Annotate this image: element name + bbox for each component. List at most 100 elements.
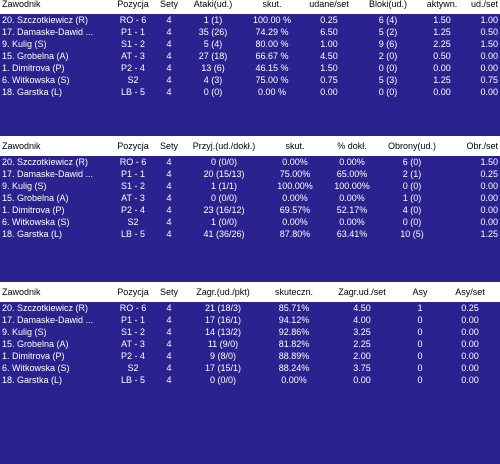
column-header[interactable]: skut. xyxy=(262,0,282,9)
stat-cell: 0.00 xyxy=(461,351,479,361)
table-row[interactable]: 6. Witkowska (S) S2 4 17 (15/1) 88.24% 3.75 0 0… xyxy=(0,362,500,374)
table-row[interactable]: 9. Kulig (S) S1 - 2 4 14 (13/2) 92.86% 3.25 0 0… xyxy=(0,326,500,338)
column-header[interactable]: % dokł. xyxy=(337,141,367,151)
column-header[interactable]: Asy/set xyxy=(455,287,485,297)
stat-cell: 4 xyxy=(166,229,172,239)
table-row[interactable]: 9. Kulig (S) S1 - 2 4 1 (1/1) 100.00% 100.00%… xyxy=(0,180,500,192)
stat-cell: S2 xyxy=(127,217,139,227)
column-header[interactable]: Obrony(ud.) xyxy=(387,141,437,151)
table-row[interactable]: 6. Witkowska (S) S2 4 4 (3) 75.00 % 0.75 5 (3)… xyxy=(0,74,500,86)
stat-cell: 63.41% xyxy=(336,229,368,239)
stat-cell: LB - 5 xyxy=(120,375,145,385)
stat-cell: S2 xyxy=(127,75,139,85)
player-name-cell: 17. Damaske-Dawid ... xyxy=(2,315,94,325)
stat-cell: RO - 6 xyxy=(119,303,147,313)
stat-cell: 46.15 % xyxy=(255,63,289,73)
column-header[interactable]: skut. xyxy=(285,141,305,151)
stat-cell: 0.00 xyxy=(480,63,498,73)
stat-cell: 92.86% xyxy=(278,327,310,337)
stat-cell: 0 xyxy=(417,315,423,325)
stat-cell: 0 xyxy=(417,351,423,361)
column-header[interactable]: Ataki(ud.) xyxy=(193,0,233,9)
column-header[interactable]: Sety xyxy=(159,287,178,297)
table-row[interactable]: 6. Witkowska (S) S2 4 1 (0/0) 0.00% 0.00% 0 (0… xyxy=(0,216,500,228)
column-header[interactable]: Sety xyxy=(159,141,178,151)
player-name-cell: 9. Kulig (S) xyxy=(2,39,47,49)
stat-cell: 85.71% xyxy=(278,303,310,313)
column-header[interactable]: Zagr.(ud./pkt) xyxy=(196,287,250,297)
stat-cell: 0.00% xyxy=(282,157,308,167)
stat-cell: 9 (8/0) xyxy=(209,351,236,361)
table-row[interactable]: 15. Grobelna (A) AT - 3 4 27 (18) 66.67 % 4.5… xyxy=(0,50,500,62)
column-header[interactable]: udane/set xyxy=(309,0,349,9)
column-header[interactable]: aktywn. xyxy=(426,0,458,9)
table-row[interactable]: 18. Garstka (L) LB - 5 4 41 (36/26) 87.80% 63… xyxy=(0,228,500,240)
stat-cell: 66.67 % xyxy=(255,51,289,61)
column-header[interactable]: Asy xyxy=(412,287,428,297)
player-name-cell: 1. Dimitrova (P) xyxy=(2,63,65,73)
stat-cell: 0.25 xyxy=(480,169,498,179)
table-row[interactable]: 18. Garstka (L) LB - 5 4 0 (0/0) 0.00% 0.00 0 0… xyxy=(0,374,500,386)
column-header[interactable]: Przyj.(ud./dokł.) xyxy=(192,141,256,151)
column-header[interactable]: Zagr.ud./set xyxy=(338,287,386,297)
stat-cell: LB - 5 xyxy=(120,229,145,239)
stat-cell: 4 xyxy=(166,181,172,191)
stat-cell: 0.00 xyxy=(320,87,338,97)
column-header[interactable]: Zawodnik xyxy=(2,141,41,151)
stat-cell: 0.00 xyxy=(480,205,498,215)
stat-cell: 0.00% xyxy=(282,217,308,227)
stat-cell: 0.00 xyxy=(480,51,498,61)
column-header[interactable]: Sety xyxy=(159,0,178,9)
column-header[interactable]: Pozycja xyxy=(117,287,149,297)
table-row[interactable]: 9. Kulig (S) S1 - 2 4 5 (4) 80.00 % 1.00 9 (6)… xyxy=(0,38,500,50)
attack-block-stats-table: Zawodnik Pozycja Sety Ataki(ud.) skut. udane/… xyxy=(0,0,500,98)
stat-cell: 9 (6) xyxy=(378,39,398,49)
table-row[interactable]: 1. Dimitrova (P) P2 - 4 4 9 (8/0) 88.89% 2.00… xyxy=(0,350,500,362)
stat-cell: AT - 3 xyxy=(121,339,145,349)
stat-cell: 5 (2) xyxy=(378,27,398,37)
stat-cell: 81.82% xyxy=(278,339,310,349)
column-header[interactable]: Zawodnik xyxy=(2,0,41,9)
table-row[interactable]: 20. Szczotkiewicz (R) RO - 6 4 1 (1) 100.00 … xyxy=(0,14,500,26)
stat-cell: 1 xyxy=(417,303,423,313)
table-row[interactable]: 17. Damaske-Dawid ... P1 - 1 4 17 (16/1) 94.… xyxy=(0,314,500,326)
stat-cell: 6 (4) xyxy=(378,15,398,25)
table-row[interactable]: 1. Dimitrova (P) P2 - 4 4 23 (16/12) 69.57% 5… xyxy=(0,204,500,216)
column-header[interactable]: Obr./set xyxy=(466,141,498,151)
table-row[interactable]: 18. Garstka (L) LB - 5 4 0 (0) 0.00 % 0.00 0 (… xyxy=(0,86,500,98)
stat-cell: 0 (0) xyxy=(378,63,398,73)
column-header[interactable]: Pozycja xyxy=(117,141,149,151)
stat-cell: 88.24% xyxy=(278,363,310,373)
column-header[interactable]: Bloki(ud.) xyxy=(368,0,407,9)
stat-cell: 75.00 % xyxy=(255,75,289,85)
stat-cell: 94.12% xyxy=(278,315,310,325)
table-row[interactable]: 15. Grobelna (A) AT - 3 4 11 (9/0) 81.82% 2.2… xyxy=(0,338,500,350)
stat-cell: 0.00 xyxy=(461,375,479,385)
stat-cell: 2 (1) xyxy=(402,169,422,179)
table-row[interactable]: 17. Damaske-Dawid ... P1 - 1 4 35 (26) 74.29… xyxy=(0,26,500,38)
stat-cell: P2 - 4 xyxy=(120,63,145,73)
column-header[interactable]: Zawodnik xyxy=(2,287,41,297)
column-header[interactable]: skuteczn. xyxy=(274,287,314,297)
player-name-cell: 17. Damaske-Dawid ... xyxy=(2,27,94,37)
stat-cell: P1 - 1 xyxy=(120,27,145,37)
stat-cell: 21 (18/3) xyxy=(204,303,242,313)
stat-cell: 0.00% xyxy=(339,193,365,203)
stat-cell: 1 (1/1) xyxy=(210,181,237,191)
stat-cell: 4.50 xyxy=(320,51,338,61)
column-header[interactable]: ud./set xyxy=(470,0,498,9)
table-row[interactable]: 15. Grobelna (A) AT - 3 4 0 (0/0) 0.00% 0.00%… xyxy=(0,192,500,204)
stat-cell: 0 xyxy=(417,339,423,349)
stat-cell: LB - 5 xyxy=(120,87,145,97)
table-row[interactable]: 20. Szczotkiewicz (R) RO - 6 4 0 (0/0) 0.00%… xyxy=(0,156,500,168)
stat-cell: 5 (4) xyxy=(203,39,223,49)
column-header[interactable]: Pozycja xyxy=(117,0,149,9)
table-row[interactable]: 20. Szczotkiewicz (R) RO - 6 4 21 (18/3) 85.… xyxy=(0,302,500,314)
stat-cell: S1 - 2 xyxy=(120,39,145,49)
table-row[interactable]: 1. Dimitrova (P) P2 - 4 4 13 (6) 46.15 % 1.50… xyxy=(0,62,500,74)
table-row[interactable]: 17. Damaske-Dawid ... P1 - 1 4 20 (15/13) 75… xyxy=(0,168,500,180)
stat-cell: RO - 6 xyxy=(119,157,147,167)
stat-cell: 4 xyxy=(166,157,172,167)
stat-cell: 4 xyxy=(166,15,172,25)
stat-cell: 75.00% xyxy=(279,169,311,179)
